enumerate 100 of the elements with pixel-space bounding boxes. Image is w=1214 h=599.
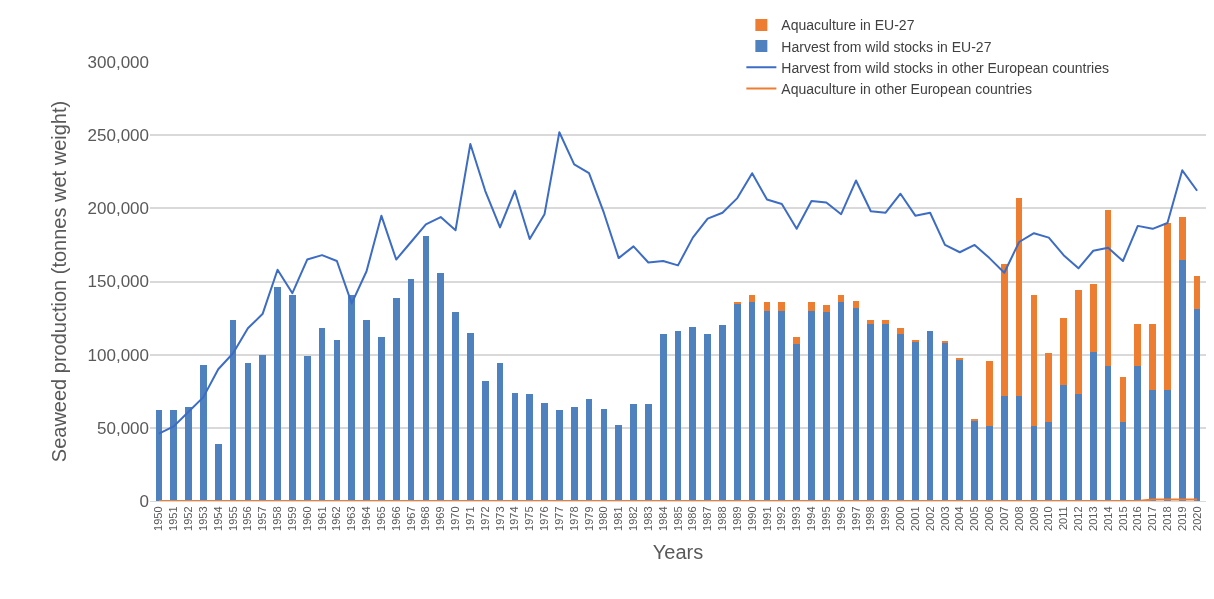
bar	[615, 424, 623, 501]
bar	[897, 328, 904, 335]
x-axis-title: Years	[652, 541, 704, 564]
x-tick-label: 1975	[523, 506, 536, 531]
x-tick-label: 1998	[864, 506, 877, 531]
y-axis-title: Seaweed production (tonnes wet weight)	[48, 100, 71, 463]
bar	[867, 323, 875, 501]
y-tick-label: 0	[139, 491, 149, 511]
bar	[1134, 323, 1142, 367]
x-tick-label: 1968	[419, 506, 432, 531]
x-tick-label: 2013	[1086, 506, 1099, 531]
x-tick-label: 2008	[1012, 506, 1025, 531]
bar	[867, 319, 875, 324]
bar	[748, 301, 756, 501]
x-tick-label: 2019	[1175, 506, 1188, 531]
bar	[778, 301, 786, 311]
x-tick-label: 1969	[434, 506, 447, 531]
bar	[808, 301, 815, 311]
x-tick-label: 1993	[790, 506, 803, 531]
bar	[733, 301, 741, 304]
x-tick-label: 1988	[716, 506, 729, 531]
x-tick-label: 1987	[701, 506, 714, 531]
x-tick-label: 1976	[538, 506, 551, 531]
bar	[274, 287, 281, 501]
y-tick-label: 100,000	[87, 345, 149, 365]
bar	[348, 294, 356, 501]
x-tick-label: 1985	[671, 506, 684, 531]
bar	[318, 328, 326, 501]
bar	[1089, 351, 1097, 501]
x-tick-label: 1965	[374, 506, 387, 531]
bar	[526, 394, 534, 501]
bar	[808, 310, 815, 501]
bar	[630, 404, 637, 501]
x-tick-label: 2009	[1027, 506, 1040, 531]
bar	[1060, 385, 1067, 501]
x-tick-label: 1961	[315, 506, 328, 531]
bar	[645, 404, 652, 501]
bar	[911, 341, 919, 501]
x-tick-label: 1974	[508, 506, 521, 531]
y-tick-label: 300,000	[87, 52, 149, 72]
x-tick-label: 1990	[745, 506, 758, 531]
bar	[793, 344, 800, 501]
bar	[556, 410, 563, 501]
bar	[1000, 395, 1008, 501]
x-tick-label: 2018	[1161, 506, 1174, 531]
x-tick-label: 1980	[597, 506, 610, 531]
legend-label: Aquaculture in other European countries	[781, 80, 1032, 97]
x-tick-label: 2010	[1042, 506, 1055, 531]
x-tick-label: 1979	[582, 506, 595, 531]
x-tick-label: 1983	[641, 506, 654, 531]
bar	[1104, 366, 1112, 501]
bar	[882, 319, 889, 324]
x-tick-label: 1977	[552, 506, 565, 531]
x-tick-label: 1999	[879, 506, 892, 531]
bar	[214, 443, 222, 501]
x-tick-label: 2001	[908, 506, 921, 531]
x-tick-label: 2004	[953, 506, 966, 531]
x-tick-label: 2007	[997, 506, 1010, 531]
x-tick-label: 2020	[1190, 506, 1203, 531]
x-tick-label: 1967	[404, 506, 417, 531]
x-tick-label: 1995	[819, 506, 832, 531]
x-tick-label: 1982	[627, 506, 640, 531]
y-tick-label: 50,000	[97, 418, 149, 438]
bar	[378, 337, 385, 501]
legend-label: Harvest from wild stocks in EU-27	[781, 38, 992, 55]
x-tick-label: 1954	[211, 506, 224, 531]
bar	[1000, 263, 1008, 396]
bar	[986, 426, 993, 501]
line-series	[157, 131, 1199, 435]
x-tick-label: 1960	[300, 506, 313, 531]
bar	[467, 332, 474, 501]
x-tick-label: 2005	[968, 506, 981, 531]
x-tick-label: 2002	[923, 506, 936, 531]
bar	[303, 356, 311, 501]
bar	[422, 236, 430, 501]
bar	[1045, 353, 1053, 422]
bar	[1045, 421, 1053, 501]
bar	[822, 312, 830, 501]
bar	[1178, 259, 1186, 501]
bar	[689, 326, 697, 501]
x-tick-label: 2017	[1146, 506, 1159, 531]
bar	[986, 360, 993, 427]
bar	[185, 407, 192, 501]
x-tick-label: 1997	[849, 506, 862, 531]
x-tick-label: 1955	[226, 506, 239, 531]
x-tick-label: 1956	[241, 506, 254, 531]
bar	[1075, 394, 1082, 501]
x-tick-label: 1957	[256, 506, 269, 531]
bar	[496, 363, 504, 501]
x-tick-label: 1966	[389, 506, 402, 531]
bar	[1060, 318, 1067, 386]
bar	[719, 325, 726, 501]
bar	[1134, 366, 1142, 501]
x-tick-label: 2012	[1072, 506, 1085, 531]
bar	[1149, 389, 1156, 501]
x-tick-label: 2014	[1101, 506, 1114, 531]
bar	[926, 331, 934, 501]
x-tick-label: 2003	[938, 506, 951, 531]
bar	[1149, 323, 1156, 390]
bar	[659, 334, 667, 501]
